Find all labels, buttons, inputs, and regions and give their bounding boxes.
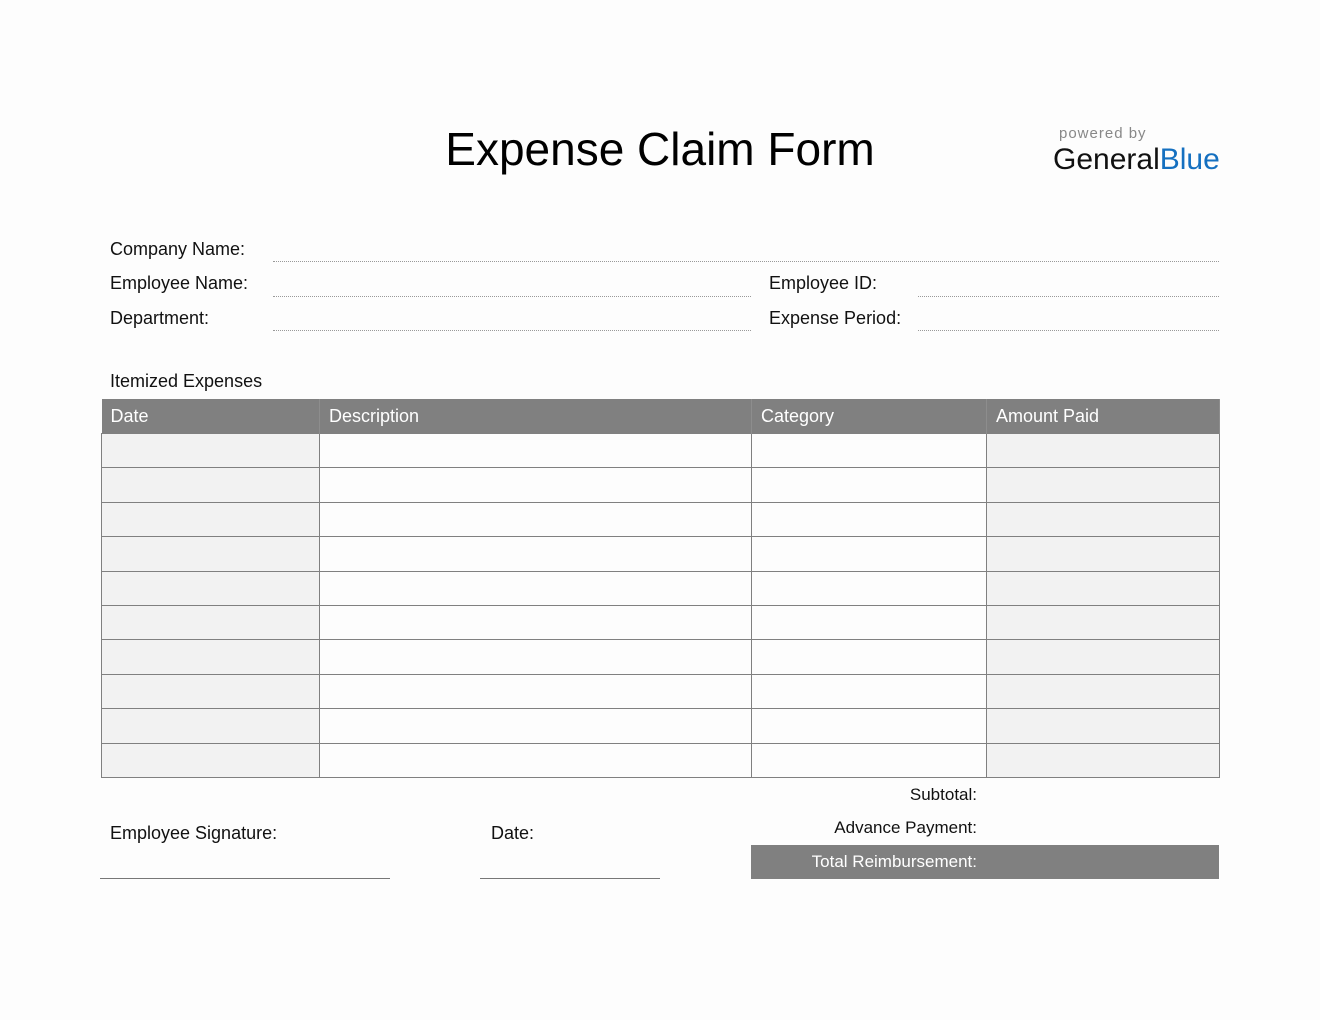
header-amount-paid: Amount Paid xyxy=(986,399,1220,434)
expense-period-label: Expense Period: xyxy=(769,308,902,328)
table-row xyxy=(101,742,1220,778)
cell-description[interactable] xyxy=(319,570,752,606)
header-category: Category xyxy=(751,399,987,434)
table-row xyxy=(101,536,1220,572)
employee-id-field[interactable] xyxy=(918,296,1219,297)
advance-payment-label: Advance Payment: xyxy=(834,818,977,837)
signature-date-field[interactable] xyxy=(480,878,660,879)
cell-date[interactable] xyxy=(101,432,320,469)
cell-date[interactable] xyxy=(101,570,320,606)
cell-amount[interactable] xyxy=(986,673,1220,710)
cell-description[interactable] xyxy=(319,467,752,503)
cell-category[interactable] xyxy=(751,673,987,710)
table-row xyxy=(101,570,1220,606)
cell-date[interactable] xyxy=(101,536,320,572)
header-date: Date xyxy=(101,399,320,434)
cell-category[interactable] xyxy=(751,536,987,572)
company-name-label: Company Name: xyxy=(110,239,246,259)
cell-category[interactable] xyxy=(751,639,987,675)
department-field[interactable] xyxy=(273,330,751,331)
cell-date[interactable] xyxy=(101,639,320,675)
employee-name-field[interactable] xyxy=(273,296,751,297)
table-row xyxy=(101,432,1220,469)
cell-amount[interactable] xyxy=(986,604,1220,641)
cell-amount[interactable] xyxy=(986,501,1220,538)
cell-description[interactable] xyxy=(319,708,752,744)
page-title: Expense Claim Form xyxy=(445,123,875,175)
cell-date[interactable] xyxy=(101,467,320,503)
cell-amount[interactable] xyxy=(986,708,1220,744)
header-description: Description xyxy=(319,399,752,434)
cell-description[interactable] xyxy=(319,639,752,675)
powered-by-text: powered by xyxy=(1059,125,1147,142)
company-name-field[interactable] xyxy=(273,261,1219,262)
cell-amount[interactable] xyxy=(986,536,1220,572)
signature-date-label: Date: xyxy=(491,823,535,843)
table-row xyxy=(101,673,1220,710)
cell-description[interactable] xyxy=(319,432,752,469)
table-row xyxy=(101,501,1220,538)
cell-category[interactable] xyxy=(751,432,987,469)
cell-category[interactable] xyxy=(751,604,987,641)
expense-period-field[interactable] xyxy=(918,330,1219,331)
cell-description[interactable] xyxy=(319,604,752,641)
brand-name-blue: Blue xyxy=(1159,143,1220,176)
cell-description[interactable] xyxy=(319,501,752,538)
cell-amount[interactable] xyxy=(986,432,1220,469)
brand-logo: GeneralBlue xyxy=(1053,143,1220,177)
cell-date[interactable] xyxy=(101,708,320,744)
cell-category[interactable] xyxy=(751,570,987,606)
table-row xyxy=(101,604,1220,641)
employee-id-label: Employee ID: xyxy=(769,273,878,293)
employee-name-label: Employee Name: xyxy=(110,273,249,293)
cell-date[interactable] xyxy=(101,501,320,538)
cell-description[interactable] xyxy=(319,673,752,710)
table-header-row: Date Description Category Amount Paid xyxy=(101,399,1220,434)
cell-description[interactable] xyxy=(319,742,752,778)
subtotal-label: Subtotal: xyxy=(909,785,977,804)
total-reimbursement-bar: Total Reimbursement: xyxy=(751,845,1219,879)
department-label: Department: xyxy=(110,308,210,328)
cell-amount[interactable] xyxy=(986,467,1220,503)
table-row xyxy=(101,639,1220,675)
cell-date[interactable] xyxy=(101,742,320,778)
cell-category[interactable] xyxy=(751,742,987,778)
cell-amount[interactable] xyxy=(986,742,1220,778)
cell-amount[interactable] xyxy=(986,570,1220,606)
cell-description[interactable] xyxy=(319,536,752,572)
employee-signature-field[interactable] xyxy=(100,878,390,879)
expenses-table: Date Description Category Amount Paid xyxy=(101,399,1220,778)
section-title: Itemized Expenses xyxy=(110,371,263,391)
cell-date[interactable] xyxy=(101,673,320,710)
cell-date[interactable] xyxy=(101,604,320,641)
brand-name-general: General xyxy=(1053,143,1160,176)
table-row xyxy=(101,708,1220,744)
cell-amount[interactable] xyxy=(986,639,1220,675)
cell-category[interactable] xyxy=(751,501,987,538)
cell-category[interactable] xyxy=(751,708,987,744)
total-reimbursement-label: Total Reimbursement: xyxy=(811,852,977,871)
employee-signature-label: Employee Signature: xyxy=(110,823,278,843)
table-row xyxy=(101,467,1220,503)
cell-category[interactable] xyxy=(751,467,987,503)
